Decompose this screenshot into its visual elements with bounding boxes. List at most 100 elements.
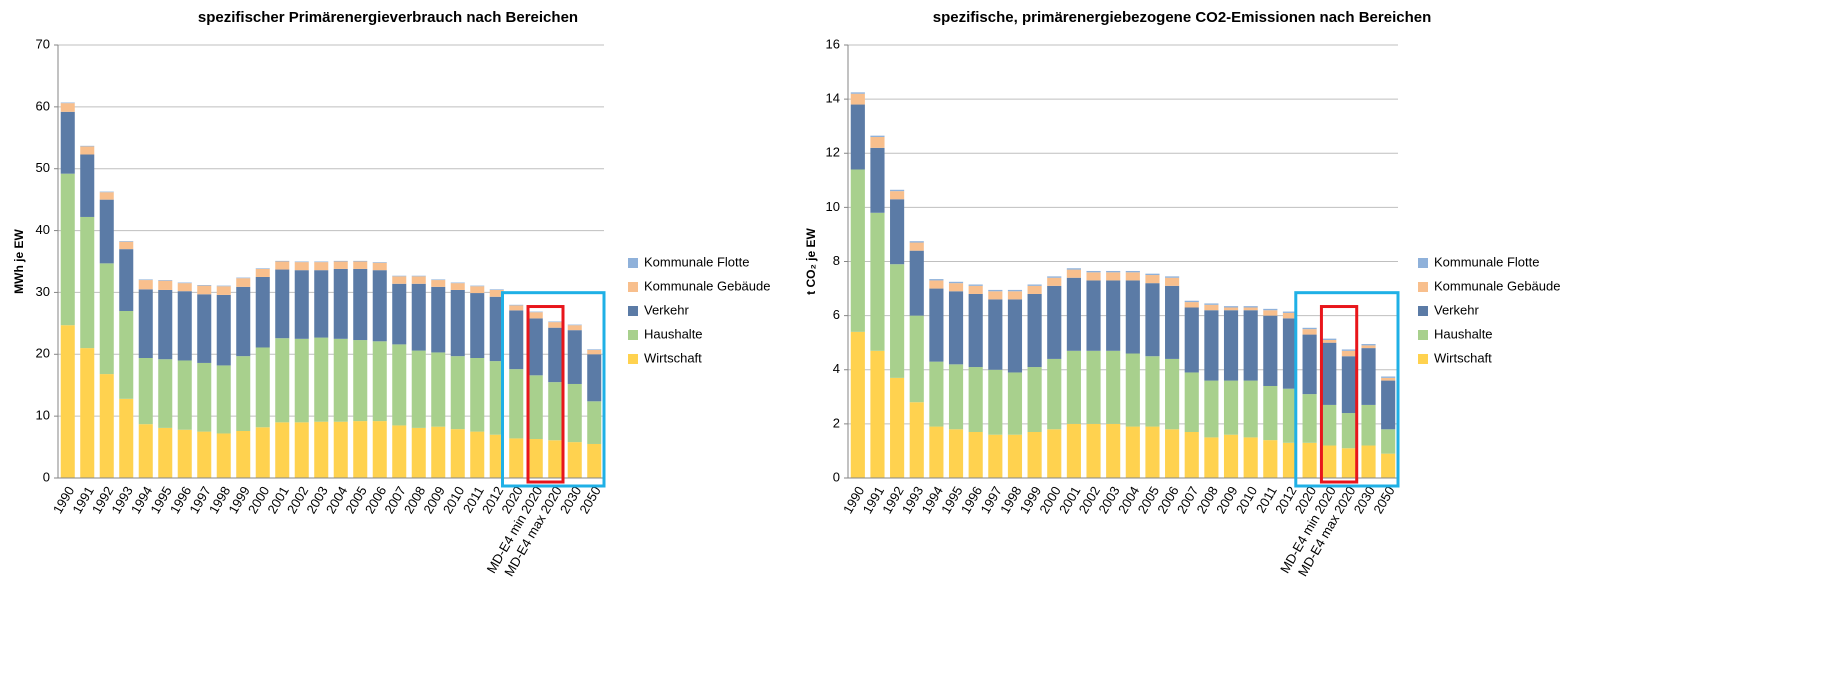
legend-label: Wirtschaft xyxy=(1434,350,1492,365)
bar-segment xyxy=(1361,445,1376,478)
bar-segment xyxy=(431,286,446,353)
bar-segment xyxy=(489,361,504,435)
bar-segment xyxy=(158,359,173,428)
bar-segment xyxy=(1243,306,1258,308)
bar-segment xyxy=(1106,270,1121,273)
y-tick-label: 40 xyxy=(36,222,50,237)
legend-label: Haushalte xyxy=(1434,326,1493,341)
bar-segment xyxy=(314,270,329,338)
bar-segment xyxy=(333,338,348,422)
bar-segment xyxy=(1322,338,1337,340)
bar-segment xyxy=(80,216,95,349)
bar-segment xyxy=(1125,353,1140,427)
legend-swatch xyxy=(628,306,638,316)
bar-segment xyxy=(948,429,964,478)
legend-swatch xyxy=(628,282,638,292)
bar-segment xyxy=(1223,434,1239,478)
md-frame xyxy=(526,305,565,484)
bar-segment xyxy=(80,145,95,147)
bar-segment xyxy=(411,275,426,277)
bar-segment xyxy=(1381,380,1396,430)
bar-segment xyxy=(372,270,387,342)
bar-segment xyxy=(236,356,251,431)
bar-segment xyxy=(548,382,563,441)
legend-swatch xyxy=(1418,354,1428,364)
bar-segment xyxy=(528,375,543,440)
bar-segment xyxy=(353,268,368,341)
bar-segment xyxy=(60,103,75,112)
bar-segment xyxy=(528,439,543,478)
bar-segment xyxy=(1007,434,1023,478)
y-tick-label: 20 xyxy=(36,346,50,361)
bar-segment xyxy=(1204,380,1219,438)
bar-segment xyxy=(1223,306,1239,308)
bar-segment xyxy=(99,263,114,375)
y-tick-label: 30 xyxy=(36,284,50,299)
bar-segment xyxy=(1165,358,1180,430)
bar-segment xyxy=(177,282,192,284)
bar-segment xyxy=(929,279,944,281)
bar-segment xyxy=(1263,315,1278,386)
bar-segment xyxy=(489,289,504,290)
chart-title: spezifische, primärenergiebezogene CO2-E… xyxy=(933,9,1432,26)
bar-segment xyxy=(870,147,885,213)
bar-segment xyxy=(1302,327,1317,330)
bar-segment xyxy=(890,264,905,378)
bar-segment xyxy=(60,102,75,104)
bar-segment xyxy=(1204,303,1219,305)
bar-segment xyxy=(1106,280,1121,351)
bar-segment xyxy=(1243,307,1258,311)
bar-segment xyxy=(1223,307,1239,311)
bar-segment xyxy=(489,296,504,362)
bar-segment xyxy=(1243,310,1258,381)
bar-segment xyxy=(255,268,270,277)
bar-segment xyxy=(294,338,309,423)
bar-segment xyxy=(275,260,290,262)
bar-segment xyxy=(548,327,563,383)
y-tick-label: 8 xyxy=(833,253,840,268)
bar-segment xyxy=(1361,348,1376,405)
bar-segment xyxy=(197,285,212,286)
legend-swatch xyxy=(1418,282,1428,292)
legend-label: Haushalte xyxy=(644,326,703,341)
bar-segment xyxy=(372,262,387,271)
bar-segment xyxy=(177,291,192,361)
bar-segment xyxy=(587,349,602,355)
bar-segment xyxy=(1145,275,1160,284)
bar-segment xyxy=(450,283,465,290)
bar-segment xyxy=(99,374,114,478)
bar-segment xyxy=(450,429,465,478)
bar-segment xyxy=(392,275,407,277)
bar-segment xyxy=(968,431,983,478)
bar-segment xyxy=(1341,356,1356,414)
bar-segment xyxy=(1145,273,1160,276)
bar-segment xyxy=(567,442,582,478)
bar-segment xyxy=(294,261,309,263)
bar-segment xyxy=(1204,437,1219,478)
bar-segment xyxy=(1007,291,1023,300)
bar-segment xyxy=(333,268,348,339)
y-axis-label: t CO₂ je EW xyxy=(804,227,818,294)
bar-segment xyxy=(216,365,231,434)
y-tick-label: 0 xyxy=(43,469,50,484)
x-tick-label: 2050 xyxy=(576,484,603,517)
bar-segment xyxy=(99,192,114,200)
bar-segment xyxy=(275,338,290,423)
bar-segment xyxy=(548,440,563,478)
bar-segment xyxy=(431,426,446,478)
bar-segment xyxy=(850,104,865,170)
bar-segment xyxy=(119,241,134,242)
bar-segment xyxy=(470,285,485,287)
bar-segment xyxy=(450,356,465,430)
bar-segment xyxy=(353,421,368,478)
x-tick-label: 2050 xyxy=(1370,484,1397,517)
bar-segment xyxy=(216,285,231,287)
bar-segment xyxy=(333,261,348,269)
bar-segment xyxy=(470,286,485,294)
bar-segment xyxy=(1381,377,1396,381)
x-tick-label: 2010 xyxy=(440,484,467,517)
bar-segment xyxy=(929,361,944,427)
bar-segment xyxy=(567,383,582,443)
legend-swatch xyxy=(1418,306,1428,316)
bar-segment xyxy=(929,280,944,289)
